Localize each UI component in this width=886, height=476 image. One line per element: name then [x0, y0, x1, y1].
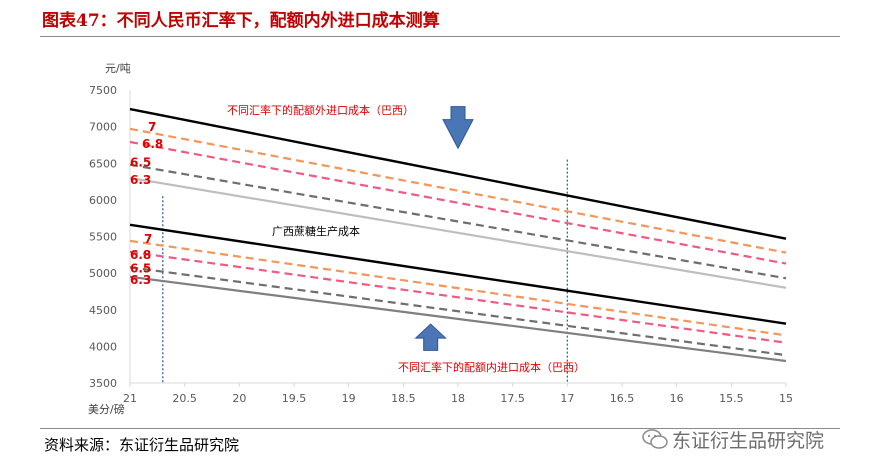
rate-label-outside-6-5: 6.5	[130, 156, 151, 170]
y-tick-label: 4500	[89, 304, 117, 317]
x-tick-label: 18	[451, 392, 465, 405]
x-tick-label: 19.5	[282, 392, 307, 405]
x-tick-label: 20.5	[172, 392, 197, 405]
wechat-icon	[642, 429, 668, 449]
y-tick-label: 6500	[89, 157, 117, 170]
rate-label-inside-6-5: 6.5	[130, 261, 151, 275]
watermark-text: 东证衍生品研究院	[672, 430, 825, 452]
arrow-down-icon	[442, 106, 474, 150]
rate-label-outside-7: 7	[148, 120, 156, 134]
x-tick-label: 20	[232, 392, 246, 405]
x-tick-label: 21	[123, 392, 137, 405]
series-line-inside-black	[129, 223, 787, 325]
series-line-inside-6-3	[129, 275, 787, 363]
y-tick-label: 6000	[89, 194, 117, 207]
footer-divider	[40, 428, 840, 429]
x-tick-label: 17.5	[500, 392, 525, 405]
series-line-outside-7	[129, 127, 787, 254]
rate-label-inside-6-3: 6.3	[130, 273, 151, 287]
series-line-inside-7	[129, 239, 787, 337]
series-line-outside-black	[129, 107, 787, 240]
x-tick-label: 15.5	[719, 392, 744, 405]
source-note: 资料来源：东证衍生品研究院	[44, 436, 240, 454]
arrow-up-icon	[414, 323, 447, 351]
chart-title: 图表47：不同人民币汇率下，配额内外进口成本测算	[42, 11, 440, 31]
title-divider	[40, 36, 840, 37]
series-line-outside-6-5	[129, 163, 787, 280]
y-tick-label: 7000	[89, 121, 117, 134]
rate-label-outside-6-3: 6.3	[130, 173, 151, 187]
x-tick-label: 15	[779, 392, 793, 405]
outside-cost-annotation: 不同汇率下的配额外进口成本（巴西）	[227, 103, 414, 117]
y-tick-label: 5000	[89, 267, 117, 280]
y-tick-label: 7500	[89, 84, 117, 97]
x-tick-label: 16	[670, 392, 684, 405]
x-tick-label: 19	[342, 392, 356, 405]
x-tick-label: 18.5	[391, 392, 416, 405]
x-tick-label: 16.5	[610, 392, 635, 405]
guangxi-cost-annotation: 广西蔗糖生产成本	[272, 224, 360, 238]
rate-label-inside-7: 7	[144, 232, 152, 246]
y-unit-label: 元/吨	[105, 62, 131, 75]
y-tick-label: 3500	[89, 377, 117, 390]
x-tick-label: 17	[560, 392, 574, 405]
series-line-inside-6-8	[129, 250, 787, 344]
rate-label-inside-6-8: 6.8	[130, 248, 151, 262]
inside-cost-annotation: 不同汇率下的配额内进口成本（巴西）	[398, 360, 585, 374]
rate-label-outside-6-8: 6.8	[142, 137, 163, 151]
x-unit-label: 美分/磅	[88, 402, 125, 416]
y-tick-label: 4000	[89, 340, 117, 353]
series-line-outside-6-3	[129, 176, 787, 289]
y-tick-label: 5500	[89, 231, 117, 244]
series-line-inside-6-5	[129, 266, 787, 357]
series-line-outside-6-8	[129, 140, 787, 265]
